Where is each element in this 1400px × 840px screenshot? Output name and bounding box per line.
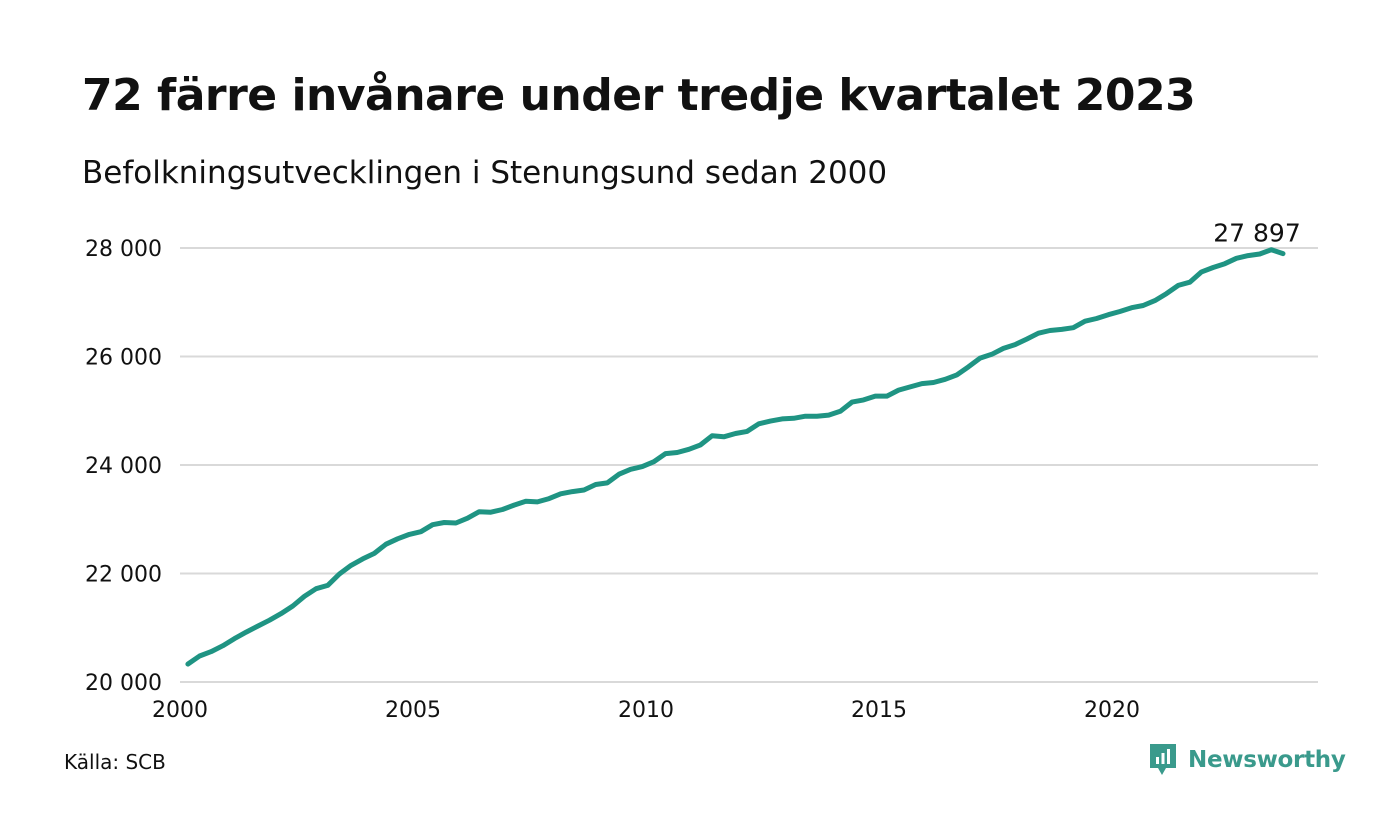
grid-lines [180, 247, 1318, 683]
y-tick-label: 22 000 [85, 563, 162, 588]
x-tick-label: 2020 [1084, 698, 1140, 723]
source-note: Källa: SCB [64, 750, 166, 774]
y-tick-label: 24 000 [85, 454, 162, 479]
end-value-label: 27 897 [1213, 219, 1300, 248]
newsworthy-logo-icon [1150, 744, 1176, 775]
series-layer [185, 247, 1286, 667]
y-tick-label: 20 000 [85, 671, 162, 696]
axis-labels: 20 000 22 000 24 000 26 000 28 000 2000 2005 20… [85, 237, 1140, 723]
brand-name: Newsworthy [1188, 747, 1346, 773]
y-tick-label: 28 000 [85, 237, 162, 262]
series-line [185, 247, 1286, 667]
x-tick-label: 2000 [152, 698, 208, 723]
x-tick-label: 2005 [385, 698, 441, 723]
chart-subtitle: Befolkningsutvecklingen i Stenungsund se… [82, 155, 888, 191]
chart-title: 72 färre invånare under tredje kvartalet… [82, 70, 1196, 121]
y-tick-label: 26 000 [85, 346, 162, 371]
label-layer: 27 897 [1213, 219, 1300, 248]
x-tick-label: 2015 [851, 698, 907, 723]
brand-logo: Newsworthy [1148, 742, 1346, 778]
x-tick-label: 2010 [618, 698, 674, 723]
